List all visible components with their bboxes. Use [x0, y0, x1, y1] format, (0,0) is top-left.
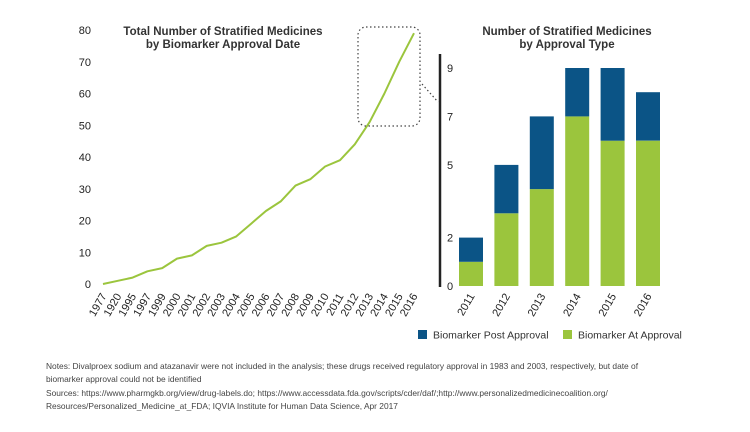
line-chart: Total Number of Stratified Medicines by … [79, 25, 421, 319]
bar-segment-post-approval [494, 164, 519, 214]
bar-segment-at-approval [565, 116, 590, 287]
sources-line-1: Sources: https://www.pharmgkb.org/view/d… [46, 387, 608, 398]
line-y-tick-label: 10 [79, 247, 91, 259]
bar-y-tick-label: 9 [447, 63, 453, 75]
legend-label-at-approval: Biomarker At Approval [578, 330, 682, 342]
line-y-ticks: 0 10 20 30 40 50 60 70 80 [79, 25, 91, 291]
line-y-tick-label: 60 [79, 89, 91, 101]
bar-series [459, 68, 660, 287]
line-x-ticks: 1977192019951997199920002001200220032004… [87, 292, 421, 319]
bar-segment-post-approval [529, 116, 554, 190]
bar-segment-post-approval [565, 68, 590, 117]
bar-y-ticks: 0 2 5 7 9 [447, 63, 453, 293]
bar-chart-title-line-2: by Approval Type [519, 39, 614, 51]
bar-x-tick-label: 2011 [455, 292, 477, 318]
bar-segment-at-approval [600, 140, 625, 286]
bar-y-tick-label: 5 [447, 160, 453, 172]
bar-y-tick-label: 0 [447, 281, 453, 293]
bar-segment-post-approval [459, 237, 483, 262]
notes-line-2: biomarker approval could not be identifi… [46, 374, 202, 385]
sources-line-2: Resources/Personalized_Medicine_at_FDA; … [46, 401, 398, 412]
line-y-tick-label: 40 [79, 152, 91, 164]
bar-segment-at-approval [494, 213, 519, 286]
line-series-total [102, 32, 415, 285]
zoom-callout-box [357, 26, 421, 127]
bar-x-tick-label: 2015 [597, 292, 620, 319]
zoom-callout-connector [421, 83, 439, 103]
bar-x-tick-label: 2012 [490, 292, 513, 319]
bar-y-tick-label: 2 [447, 233, 453, 245]
line-y-tick-label: 50 [79, 120, 91, 132]
notes-line-1: Notes: Divalproex sodium and atazanavir … [46, 361, 639, 371]
bar-chart-title-line-1: Number of Stratified Medicines [482, 26, 651, 38]
bar-segment-at-approval [636, 140, 660, 286]
notes-block: Notes: Divalproex sodium and atazanavir … [46, 360, 746, 414]
bar-x-tick-label: 2014 [561, 292, 584, 319]
legend-swatch-at-approval [563, 330, 572, 339]
line-chart-title-line-2: by Biomarker Approval Date [146, 39, 300, 51]
bar-segment-post-approval [636, 92, 660, 141]
bar-segment-post-approval [600, 68, 625, 141]
legend-label-post-approval: Biomarker Post Approval [433, 330, 549, 342]
bar-segment-at-approval [529, 189, 554, 286]
line-y-tick-label: 20 [79, 216, 91, 228]
line-y-tick-label: 30 [79, 184, 91, 196]
line-chart-title-line-1: Total Number of Stratified Medicines [123, 26, 322, 38]
bar-chart: Number of Stratified Medicines by Approv… [438, 26, 660, 319]
line-y-tick-label: 70 [79, 57, 91, 69]
bar-x-ticks: 2011 2012 2013 2014 2015 2016 [455, 292, 654, 319]
line-y-tick-label: 80 [79, 25, 91, 37]
legend-swatch-post-approval [418, 330, 427, 339]
bar-y-tick-label: 7 [447, 111, 453, 123]
bar-x-tick-label: 2016 [632, 292, 655, 319]
bar-segment-at-approval [459, 261, 483, 286]
line-y-tick-label: 0 [85, 279, 91, 291]
bar-legend: Biomarker Post Approval Biomarker At App… [418, 330, 682, 342]
bar-x-tick-label: 2013 [526, 292, 549, 319]
